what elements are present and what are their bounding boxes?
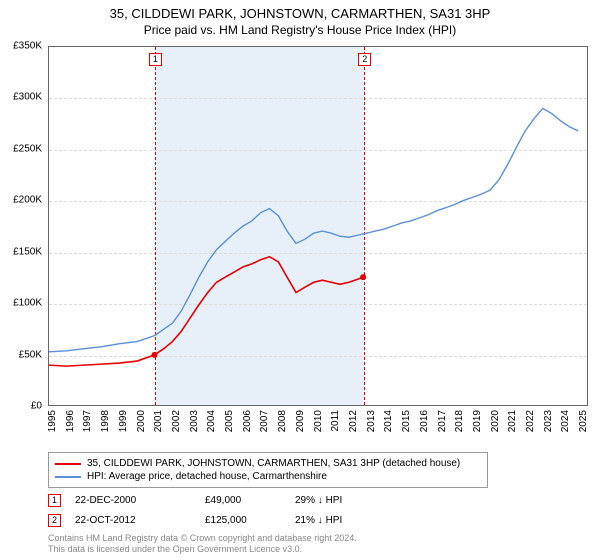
series-line-price_paid	[49, 257, 363, 366]
y-axis-tick-label: £300K	[0, 92, 46, 103]
x-axis-tick-label: 2010	[313, 410, 324, 432]
x-axis-tick-label: 1995	[47, 410, 58, 432]
legend-swatch	[55, 476, 81, 478]
sale-date: 22-OCT-2012	[75, 515, 205, 526]
x-axis-tick-label: 2009	[295, 410, 306, 432]
x-axis-tick-label: 2002	[171, 410, 182, 432]
sale-point	[360, 274, 366, 280]
footer-line: This data is licensed under the Open Gov…	[48, 544, 588, 556]
x-axis-tick-label: 2017	[437, 410, 448, 432]
page-title: 35, CILDDEWI PARK, JOHNSTOWN, CARMARTHEN…	[0, 0, 600, 21]
y-axis-tick-label: £100K	[0, 298, 46, 309]
sale-price: £49,000	[205, 495, 295, 506]
legend-item: 35, CILDDEWI PARK, JOHNSTOWN, CARMARTHEN…	[55, 457, 481, 470]
sale-marker-box: 1	[48, 494, 61, 507]
x-axis-tick-label: 2001	[153, 410, 164, 432]
chart-legend: 35, CILDDEWI PARK, JOHNSTOWN, CARMARTHEN…	[48, 452, 488, 488]
x-axis-tick-label: 2025	[578, 410, 589, 432]
sale-point	[152, 352, 158, 358]
y-axis-tick-label: £250K	[0, 143, 46, 154]
chart-plot-area: 12	[48, 46, 588, 406]
x-axis-tick-label: 2019	[472, 410, 483, 432]
x-axis-tick-label: 2021	[507, 410, 518, 432]
legend-label: 35, CILDDEWI PARK, JOHNSTOWN, CARMARTHEN…	[87, 458, 460, 469]
x-axis-tick-label: 2016	[419, 410, 430, 432]
sale-hpi-delta: 21% ↓ HPI	[295, 515, 385, 526]
sale-row: 2 22-OCT-2012 £125,000 21% ↓ HPI	[48, 514, 588, 527]
x-axis-tick-label: 2004	[206, 410, 217, 432]
x-axis-tick-label: 2012	[348, 410, 359, 432]
sale-marker-box: 2	[358, 53, 371, 66]
x-axis-tick-label: 1998	[100, 410, 111, 432]
footer-line: Contains HM Land Registry data © Crown c…	[48, 533, 588, 545]
x-axis-tick-label: 1997	[82, 410, 93, 432]
x-axis-tick-label: 2011	[330, 410, 341, 432]
sale-marker-box: 2	[48, 514, 61, 527]
x-axis-tick-label: 2005	[224, 410, 235, 432]
series-line-hpi	[49, 108, 578, 351]
x-axis-tick-label: 2024	[560, 410, 571, 432]
x-axis-tick-label: 1996	[65, 410, 76, 432]
sale-hpi-delta: 29% ↓ HPI	[295, 495, 385, 506]
x-axis-tick-label: 2007	[259, 410, 270, 432]
y-axis-tick-label: £50K	[0, 349, 46, 360]
x-axis-tick-label: 2000	[136, 410, 147, 432]
y-axis-tick-label: £150K	[0, 246, 46, 257]
x-axis-tick-label: 2014	[383, 410, 394, 432]
x-axis-tick-label: 1999	[118, 410, 129, 432]
y-axis-tick-label: £200K	[0, 195, 46, 206]
page-subtitle: Price paid vs. HM Land Registry's House …	[0, 21, 600, 37]
legend-item: HPI: Average price, detached house, Carm…	[55, 470, 481, 483]
x-axis-tick-label: 2022	[525, 410, 536, 432]
x-axis-tick-label: 2020	[490, 410, 501, 432]
x-axis-tick-label: 2015	[401, 410, 412, 432]
legend-label: HPI: Average price, detached house, Carm…	[87, 471, 327, 482]
x-axis-tick-label: 2018	[454, 410, 465, 432]
sale-marker-box: 1	[149, 53, 162, 66]
sale-date: 22-DEC-2000	[75, 495, 205, 506]
legend-swatch	[55, 463, 81, 465]
sale-row: 1 22-DEC-2000 £49,000 29% ↓ HPI	[48, 494, 588, 507]
chart-svg	[49, 47, 587, 405]
sale-price: £125,000	[205, 515, 295, 526]
x-axis-tick-label: 2006	[242, 410, 253, 432]
x-axis-tick-label: 2013	[366, 410, 377, 432]
x-axis-tick-label: 2023	[543, 410, 554, 432]
chart-footer: Contains HM Land Registry data © Crown c…	[48, 533, 588, 556]
x-axis-tick-label: 2003	[189, 410, 200, 432]
y-axis-tick-label: £0	[0, 401, 46, 412]
x-axis-tick-label: 2008	[277, 410, 288, 432]
y-axis-tick-label: £350K	[0, 41, 46, 52]
